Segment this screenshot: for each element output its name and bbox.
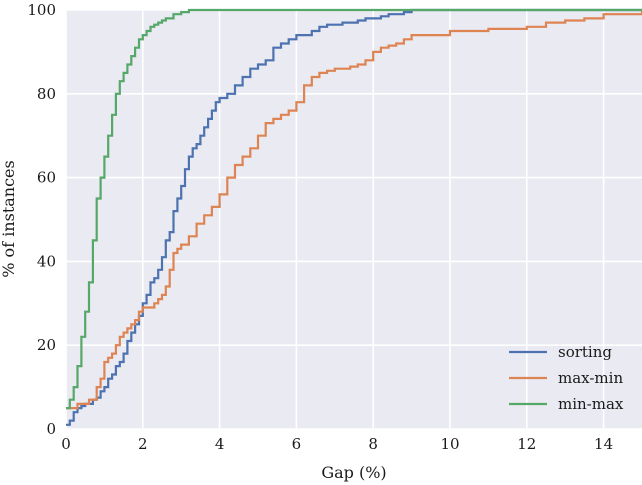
x-tick-label: 12 — [517, 435, 536, 453]
x-tick-label: 8 — [368, 435, 378, 453]
x-tick-label: 0 — [61, 435, 71, 453]
series-layer — [66, 8, 642, 426]
legend-label-sorting: sorting — [558, 343, 612, 361]
legend-label-min-max: min-max — [558, 395, 624, 413]
y-axis-label: % of instances — [0, 160, 18, 277]
legend-label-max-min: max-min — [558, 369, 623, 387]
x-tick-label: 14 — [594, 435, 613, 453]
x-tick-label: 6 — [292, 435, 302, 453]
series-line-min-max — [66, 8, 642, 410]
series-line-max-min — [66, 10, 642, 410]
legend: sorting max-min min-max — [509, 343, 624, 413]
y-tick-label: 20 — [37, 336, 56, 354]
x-tick-label: 10 — [440, 435, 459, 453]
y-tick-label: 100 — [27, 1, 56, 19]
tick-labels: 0 2 4 6 8 10 12 14 0 20 40 60 80 100 — [27, 1, 613, 453]
y-tick-label: 0 — [46, 420, 56, 438]
y-tick-label: 80 — [37, 85, 56, 103]
x-axis-label: Gap (%) — [321, 463, 386, 482]
x-tick-label: 4 — [215, 435, 225, 453]
series-line-sorting — [66, 8, 642, 426]
y-tick-label: 60 — [37, 169, 56, 187]
y-tick-label: 40 — [37, 252, 56, 270]
plot-area — [66, 10, 642, 429]
x-tick-label: 2 — [138, 435, 148, 453]
